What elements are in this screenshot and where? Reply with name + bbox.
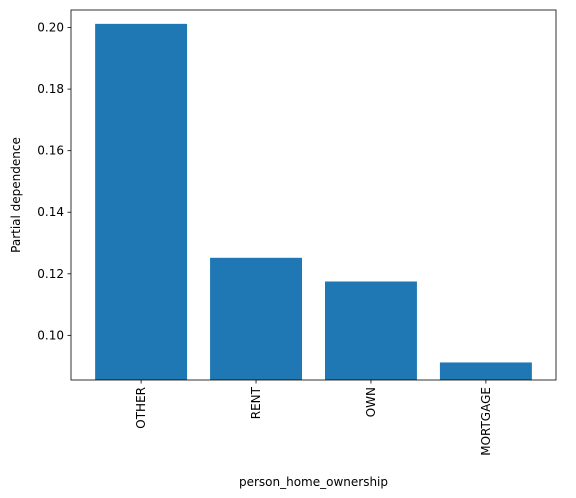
x-axis-ticks: OTHER RENT OWN MORTGAGE (134, 380, 493, 456)
y-tick-label: 0.16 (37, 144, 64, 158)
x-tick-label-other: OTHER (134, 387, 148, 429)
bar-other (95, 23, 188, 380)
y-tick-label: 0.10 (37, 328, 64, 342)
bars (95, 23, 532, 380)
x-tick-label-mortgage: MORTGAGE (479, 387, 493, 456)
plot-frame (70, 9, 557, 381)
y-tick-label: 0.20 (37, 21, 64, 35)
y-tick-label: 0.12 (37, 267, 64, 281)
bar-rent (210, 257, 303, 380)
y-tick-label: 0.18 (37, 82, 64, 96)
bar-mortgage (439, 362, 532, 380)
x-tick-label-own: OWN (364, 387, 378, 417)
x-tick-label-rent: RENT (249, 386, 263, 419)
y-axis-label: Partial dependence (9, 137, 23, 253)
bar-own (324, 281, 417, 380)
x-axis-label: person_home_ownership (239, 475, 388, 489)
y-axis-ticks: 0.10 0.12 0.14 0.16 0.18 0.20 (37, 21, 71, 342)
y-tick-label: 0.14 (37, 205, 64, 219)
